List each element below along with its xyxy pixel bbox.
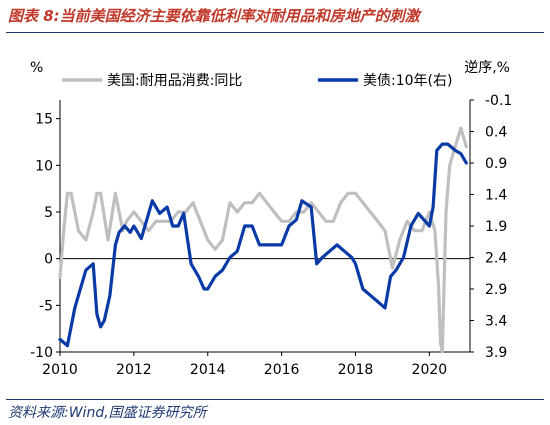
right-axis-tick-label: 2.4 — [485, 251, 507, 267]
x-axis-tick-label: 2014 — [190, 362, 226, 378]
chart-title: 图表 8:当前美国经济主要依靠低利率对耐用品和房地产的刺激 — [8, 7, 420, 25]
x-axis-tick-label: 2020 — [412, 362, 448, 378]
right-axis-tick-label: 0.9 — [485, 156, 507, 172]
right-axis-tick-label: 3.9 — [485, 345, 507, 361]
left-axis-tick-label: 5 — [44, 205, 53, 221]
legend-item-ust10y-label: 美债:10年(右) — [363, 73, 452, 89]
left-axis-tick-label: 10 — [35, 158, 53, 174]
legend-item-durables-yoy-label: 美国:耐用品消费:同比 — [107, 73, 242, 89]
right-axis-tick-label: 1.4 — [485, 188, 507, 204]
left-axis-tick-label: -10 — [30, 345, 53, 361]
series-line-ust10y — [58, 142, 468, 348]
x-axis-tick-label: 2018 — [338, 362, 374, 378]
title-rule — [6, 32, 544, 33]
left-axis-tick-label: 15 — [35, 112, 53, 128]
right-axis-tick-label: 1.9 — [485, 219, 507, 235]
right-axis-tick-label: -0.1 — [485, 93, 512, 109]
right-axis-tick-label: 3.4 — [485, 314, 507, 330]
x-axis-tick-label: 2010 — [42, 362, 78, 378]
x-axis-tick-label: 2012 — [116, 362, 152, 378]
left-axis-unit: % — [30, 60, 43, 76]
left-axis-tick-label: -5 — [39, 298, 53, 314]
right-axis-tick-label: 2.9 — [485, 282, 507, 298]
series-line-durables-yoy — [58, 126, 468, 354]
right-axis-tick-label: 0.4 — [485, 125, 507, 141]
x-axis-tick-label: 2016 — [264, 362, 300, 378]
source-rule — [6, 399, 544, 400]
right-axis-unit: 逆序,% — [464, 60, 510, 76]
source-note: 资料来源:Wind,国盛证券研究所 — [8, 405, 207, 421]
left-axis-tick-label: 0 — [44, 252, 53, 268]
